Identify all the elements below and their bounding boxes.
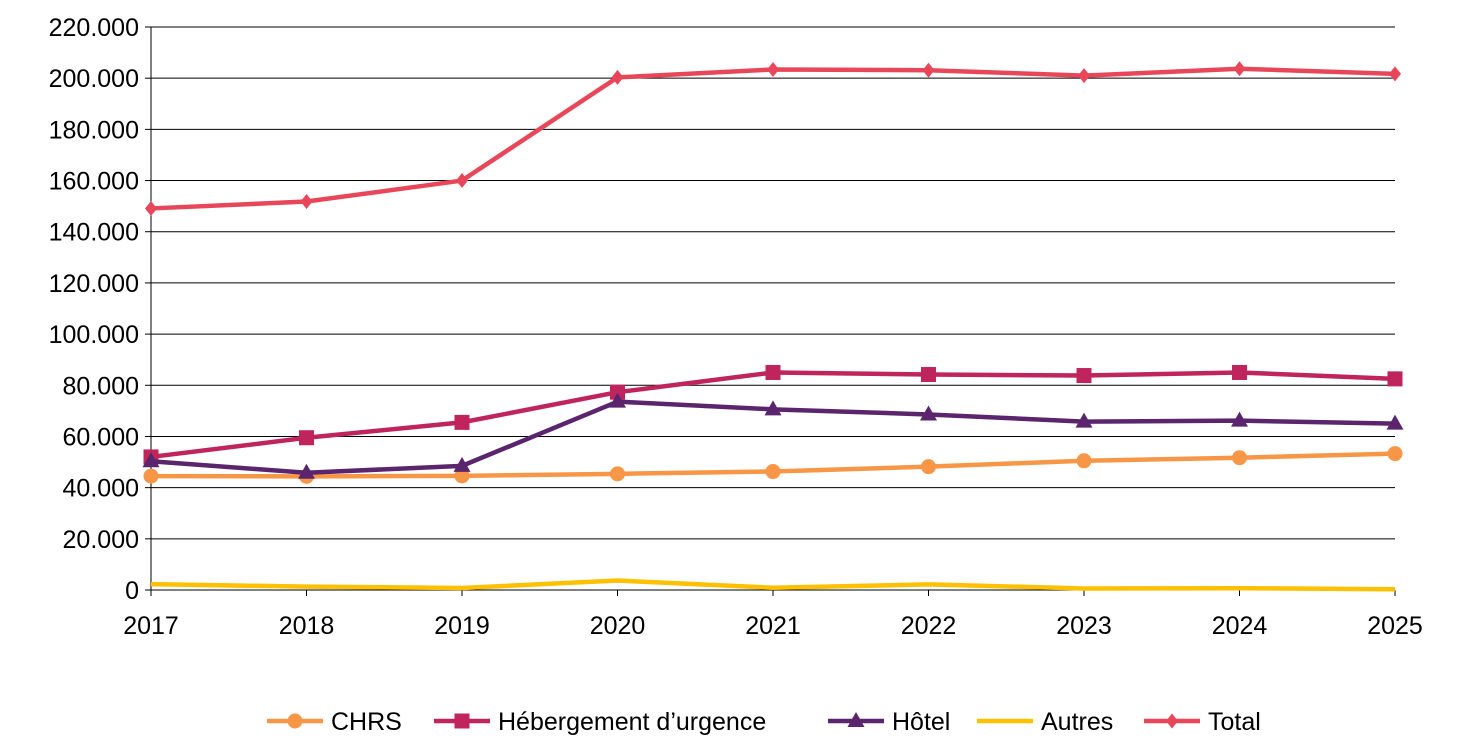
data-point — [1078, 68, 1090, 84]
data-point — [456, 173, 468, 189]
data-point — [610, 384, 625, 400]
legend: CHRS Hébergement d’urgence Hôtel Autres Tota… — [267, 708, 1261, 736]
axes — [145, 26, 1396, 596]
data-point — [298, 463, 315, 479]
legend-label: Total — [1208, 708, 1261, 736]
data-point — [920, 405, 937, 421]
legend-entry: Hôtel — [828, 708, 950, 736]
legend-label: Hôtel — [892, 708, 950, 736]
y-tick-label: 140.000 — [49, 219, 139, 247]
series-line — [150, 66, 1396, 211]
data-point — [765, 364, 781, 380]
data-point — [764, 400, 782, 416]
legend-marker — [847, 712, 865, 727]
y-tick-label: 80.000 — [63, 372, 139, 400]
legend-entry: Total — [1144, 708, 1261, 736]
gridlines — [151, 26, 1395, 540]
x-tick-label: 2018 — [279, 612, 335, 640]
y-tick-label: 100.000 — [49, 321, 139, 349]
data-point — [765, 464, 781, 480]
legend-label: CHRS — [331, 708, 402, 736]
series-group — [142, 61, 1404, 592]
y-tick-label: 180.000 — [49, 116, 139, 144]
data-point — [921, 459, 936, 475]
series-4 — [145, 61, 1401, 216]
x-axis-tick-labels: 2017 2018 2019 2020 2021 2022 2023 2024 2025 — [123, 612, 1423, 640]
data-point — [610, 466, 625, 482]
series-2 — [142, 392, 1404, 479]
y-tick-label: 40.000 — [63, 475, 139, 503]
x-tick-label: 2019 — [434, 612, 490, 640]
data-point — [1231, 411, 1248, 427]
data-point — [609, 392, 626, 408]
legend-label: Hébergement d’urgence — [498, 708, 766, 736]
x-tick-label: 2022 — [901, 612, 957, 640]
y-axis-tick-labels: 0 20.000 40.000 60.000 80.000 100.000 120.000 1… — [49, 14, 139, 605]
legend-marker — [454, 713, 470, 729]
data-point — [611, 69, 624, 85]
data-point — [143, 468, 159, 484]
data-point — [767, 61, 779, 77]
data-point — [300, 194, 313, 210]
data-point — [454, 414, 470, 430]
x-tick-label: 2017 — [123, 612, 179, 640]
data-point — [454, 468, 470, 484]
y-tick-label: 200.000 — [49, 65, 139, 93]
x-tick-label: 2023 — [1056, 612, 1112, 640]
data-point — [1233, 61, 1246, 77]
data-point — [921, 367, 936, 383]
legend-marker — [1166, 713, 1178, 729]
data-point — [1076, 368, 1092, 384]
x-tick-label: 2020 — [590, 612, 646, 640]
x-tick-label: 2021 — [745, 612, 801, 640]
legend-entry: CHRS — [267, 708, 402, 736]
legend-label: Autres — [1041, 708, 1113, 736]
legend-entry: Autres — [977, 708, 1113, 736]
y-tick-label: 20.000 — [63, 526, 139, 554]
x-tick-label: 2024 — [1212, 612, 1268, 640]
data-point — [145, 200, 157, 216]
series-line — [150, 578, 1396, 592]
data-point — [1232, 450, 1247, 466]
y-tick-label: 120.000 — [49, 270, 139, 298]
data-point — [453, 456, 471, 472]
series-0 — [143, 446, 1403, 484]
data-point — [1389, 66, 1401, 82]
data-point — [922, 62, 935, 78]
y-tick-label: 220.000 — [49, 14, 139, 42]
data-point — [1076, 453, 1092, 469]
data-point — [142, 452, 160, 468]
y-tick-label: 0 — [125, 577, 139, 605]
data-point — [299, 430, 314, 446]
y-tick-label: 160.000 — [49, 168, 139, 196]
data-point — [1387, 371, 1403, 387]
data-point — [1232, 364, 1247, 380]
y-tick-label: 60.000 — [63, 423, 139, 451]
series-3 — [150, 578, 1396, 592]
legend-entry: Hébergement d’urgence — [434, 708, 766, 736]
data-point — [1075, 412, 1093, 428]
data-point — [1386, 414, 1404, 430]
legend-marker — [287, 713, 303, 729]
data-point — [1387, 446, 1403, 462]
x-tick-label: 2025 — [1367, 612, 1423, 640]
